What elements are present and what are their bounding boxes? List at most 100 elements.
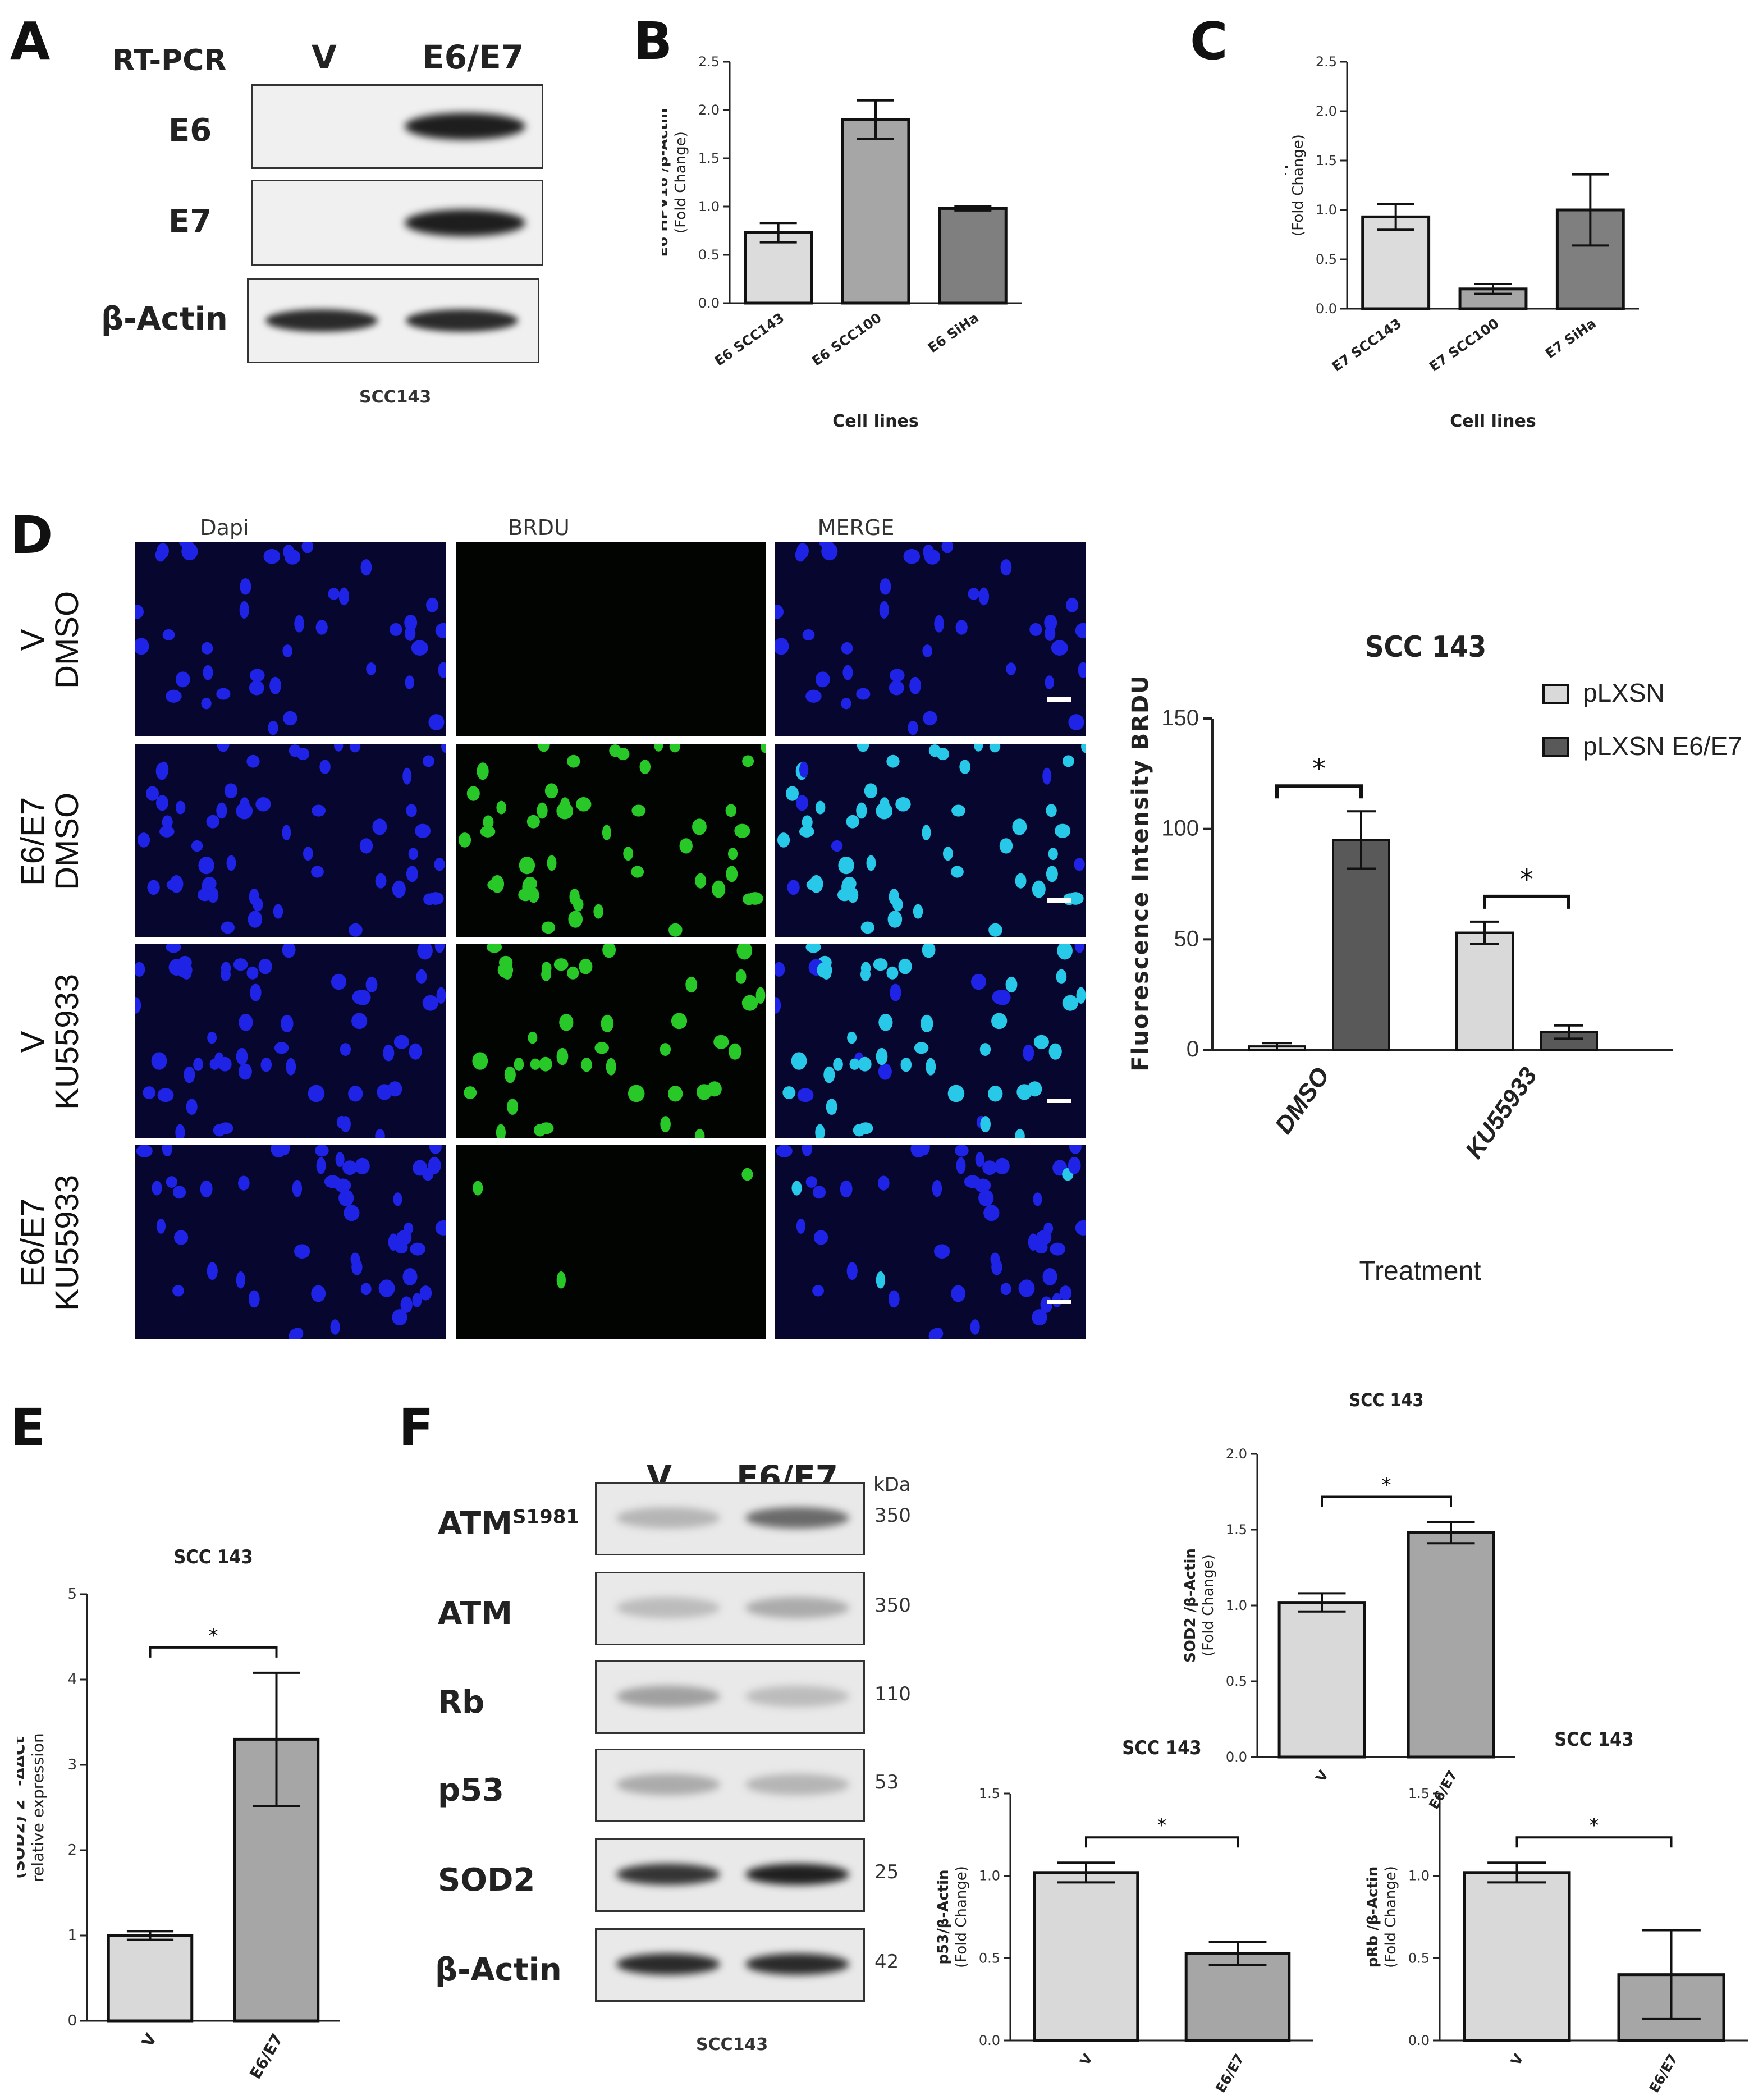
nucleus — [137, 832, 150, 848]
nucleus — [523, 876, 537, 891]
nucleus — [268, 721, 278, 735]
nucleus — [846, 1262, 858, 1280]
chart-f-sod2-y-tick-label: 1.0 — [1226, 1598, 1247, 1613]
wb-band-v — [616, 1953, 720, 1975]
micro-merge-row-4 — [775, 1145, 1086, 1339]
nucleus — [1069, 1145, 1082, 1154]
nucleus — [1005, 976, 1018, 993]
nucleus — [556, 802, 574, 820]
nucleus — [968, 588, 980, 600]
nucleus — [334, 1178, 351, 1192]
nucleus — [847, 1031, 857, 1044]
nucleus — [157, 1088, 174, 1102]
nucleus — [539, 1056, 552, 1072]
nucleus — [263, 548, 281, 564]
nucleus — [405, 675, 415, 689]
chart-b-x-label: Cell lines — [832, 411, 919, 431]
caption-f: SCC143 — [696, 2035, 768, 2055]
nucleus — [559, 1014, 574, 1031]
micro-dapi-row-1 — [135, 542, 446, 736]
nucleus — [246, 966, 259, 980]
nucleus — [402, 767, 412, 785]
nucleus — [617, 748, 630, 761]
nucleus — [951, 1285, 966, 1302]
nucleus — [283, 545, 295, 559]
nucleus — [886, 754, 900, 768]
micro-brdu-row-3 — [456, 944, 766, 1138]
nucleus — [727, 848, 738, 861]
nucleus — [239, 1014, 253, 1031]
nucleus — [514, 1058, 524, 1071]
nucleus — [805, 689, 822, 703]
nucleus — [162, 1145, 173, 1157]
chart-c-y-tick-label: 1.5 — [1316, 153, 1337, 168]
chart-f-sod2-significance-bracket — [1321, 1495, 1452, 1507]
nucleus — [814, 1230, 828, 1245]
nucleus — [799, 826, 814, 838]
nucleus — [233, 958, 248, 971]
micro-brdu-row-2 — [456, 744, 766, 937]
wb-band-e6e7 — [745, 1507, 849, 1529]
nucleus — [970, 973, 986, 990]
nucleus — [970, 1319, 980, 1335]
nucleus — [250, 669, 265, 682]
nucleus — [519, 856, 535, 875]
nucleus — [833, 1058, 843, 1071]
wb-strip-1 — [595, 1482, 865, 1555]
nucleus — [1018, 1279, 1035, 1297]
nucleus — [799, 761, 809, 778]
chart-f-p53-y-tick-label: 0.5 — [979, 1950, 1000, 1966]
nucleus — [296, 748, 310, 761]
nucleus — [1081, 744, 1086, 753]
nucleus — [975, 1152, 984, 1168]
nucleus — [1056, 969, 1067, 984]
nucleus — [537, 802, 548, 819]
nucleus — [941, 542, 954, 553]
nucleus — [923, 711, 937, 726]
nucleus — [805, 944, 821, 953]
nucleus — [360, 1283, 372, 1296]
chart-f-p53-significance-bracket — [1085, 1836, 1239, 1848]
nucleus — [496, 800, 506, 815]
band-actin-e6e7 — [406, 309, 518, 332]
nucleus — [989, 744, 1001, 753]
nucleus — [312, 804, 326, 817]
nucleus — [248, 1290, 260, 1308]
wb-band-v — [616, 1686, 720, 1707]
wb-row-label-text: Rb — [438, 1684, 485, 1721]
nucleus — [818, 542, 833, 548]
nucleus — [955, 620, 968, 635]
row-label-d-4: E6/E7 KU55933 — [15, 1158, 85, 1326]
chart-b-y-tick-label: 1.0 — [698, 199, 720, 214]
micro-brdu-row-1 — [456, 542, 766, 736]
nucleus — [853, 1124, 866, 1137]
nucleus — [162, 629, 175, 640]
nucleus — [581, 1058, 592, 1072]
nucleus — [372, 818, 387, 835]
nucleus — [858, 1056, 872, 1072]
row-label-line2: DMSO — [49, 591, 85, 689]
chart-f-sod2-bar — [1407, 1531, 1495, 1759]
micro-dapi-row-4 — [135, 1145, 446, 1339]
wb-band-e6e7 — [745, 1774, 849, 1795]
nucleus — [679, 838, 693, 854]
chart-f-sod2-bar — [1277, 1601, 1366, 1759]
nucleus — [224, 783, 238, 799]
chart-d-y-tick-label: 100 — [1161, 816, 1199, 841]
nucleus — [258, 958, 272, 974]
chart-e: SCC 143 0 1 2 3 4 5 (SOD2) 2^-ΔΔCt relative expr… — [17, 1546, 340, 2082]
chart-f-p53-bar — [1184, 1952, 1291, 2042]
nucleus — [982, 1160, 997, 1175]
chart-b: 0.0 0.5 1.0 1.5 2.0 2.5 E6 HPV16 /β-Actin (Fold… — [662, 54, 1022, 431]
chart-e-y-tick-label: 4 — [67, 1671, 77, 1688]
nucleus — [913, 904, 923, 919]
nucleus — [741, 1168, 753, 1181]
nucleus — [282, 644, 292, 658]
nucleus — [236, 1271, 245, 1289]
nucleus — [823, 1066, 835, 1083]
chart-d-y-tick-label: 0 — [1187, 1037, 1199, 1062]
nucleus — [282, 944, 296, 958]
nucleus — [472, 1052, 488, 1070]
nucleus — [170, 875, 184, 893]
nucleus — [895, 797, 911, 812]
